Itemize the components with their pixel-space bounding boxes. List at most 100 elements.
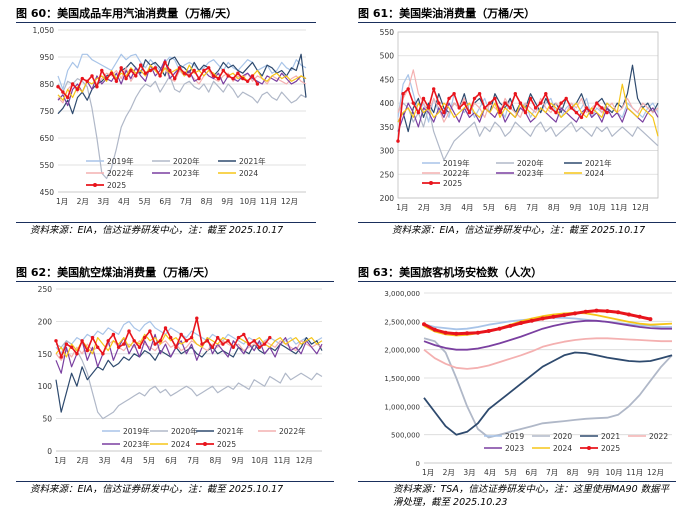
x-tick-label: 1月 xyxy=(54,456,66,465)
series-point-2025 xyxy=(101,352,105,356)
x-tick-label: 11月 xyxy=(626,468,643,477)
legend-label: 2022 xyxy=(649,432,668,441)
chart-gasoline: 450 550 650 750 850 950 1,050 1月 2月 3月 4月 5月 6月 7月 8月 9… xyxy=(33,26,307,206)
series-point-2025 xyxy=(584,106,589,110)
series-point-2025 xyxy=(590,110,594,115)
series-point-2025 xyxy=(187,74,191,78)
series-line-2020 xyxy=(423,337,673,439)
series-point-2025 xyxy=(111,332,116,337)
panel-title: 图 60：美国成品车用汽油消费量（万桶/天） xyxy=(16,7,238,20)
series-point-2025 xyxy=(153,66,157,70)
y-tick-label: 950 xyxy=(40,53,55,62)
series-point-2025 xyxy=(119,66,123,70)
x-tick-label: 2月 xyxy=(76,456,88,465)
series-point-2025 xyxy=(493,96,497,101)
series-point-2025 xyxy=(132,339,136,343)
series-point-2025 xyxy=(90,74,94,78)
x-tick-label: 9月 xyxy=(221,197,233,206)
series-point-2025 xyxy=(437,101,441,105)
source-note: 资料来源：TSA，信达证券研发中心，注：这里使用MA90 数据平 xyxy=(393,484,670,495)
series-point-2025 xyxy=(540,316,545,321)
series-point-2025 xyxy=(106,339,110,343)
legend-marker xyxy=(587,446,591,450)
series-point-2025 xyxy=(69,345,74,349)
series-point-2025 xyxy=(508,323,513,328)
x-tick-label: 6月 xyxy=(505,203,517,212)
y-tick-label: 200 xyxy=(380,194,395,203)
x-tick-label: 8月 xyxy=(548,203,560,212)
source-rule xyxy=(16,222,316,223)
series-point-2025 xyxy=(472,96,477,101)
series-point-2025 xyxy=(75,87,80,92)
y-tick-label: 3,000,000 xyxy=(384,290,420,298)
series-point-2025 xyxy=(116,345,121,349)
series-point-2025 xyxy=(236,335,241,340)
title-rule xyxy=(358,22,676,23)
series-point-2025 xyxy=(80,76,85,81)
y-tick-label: 150 xyxy=(38,350,53,359)
series-point-2025 xyxy=(80,339,84,343)
y-tick-label: 250 xyxy=(380,170,395,179)
series-point-2025 xyxy=(245,79,250,83)
legend-label: 2025 xyxy=(443,179,462,188)
series-point-2025 xyxy=(174,345,178,349)
legend-label: 2020年 xyxy=(173,156,200,166)
series-point-2025 xyxy=(594,308,599,313)
y-tick-label: 50 xyxy=(42,415,52,424)
y-tick-label: 0 xyxy=(416,460,420,468)
series-line-2019 xyxy=(57,53,307,90)
series-point-2025 xyxy=(177,66,182,70)
series-point-2025 xyxy=(475,330,480,335)
x-tick-label: 2月 xyxy=(77,197,89,206)
series-point-2025 xyxy=(148,329,152,333)
source-note: 滑处理，截至 2025.10.23 xyxy=(393,497,508,508)
series-line-2023 xyxy=(423,319,672,351)
series-point-2025 xyxy=(626,312,631,317)
series-point-2025 xyxy=(221,68,225,73)
series-point-2025 xyxy=(216,335,220,340)
x-tick-label: 1月 xyxy=(422,468,434,477)
series-point-2025 xyxy=(153,342,157,346)
series-point-2025 xyxy=(122,342,126,346)
legend-label: 2019年 xyxy=(123,426,150,436)
series-point-2025 xyxy=(257,345,262,349)
legend-label: 2022年 xyxy=(107,168,134,178)
series-point-2025 xyxy=(467,110,472,115)
legend-label: 2024 xyxy=(553,444,572,453)
series-point-2025 xyxy=(551,314,556,319)
x-tick-label: 6月 xyxy=(525,468,537,477)
y-tick-label: 550 xyxy=(40,161,55,170)
legend-label: 2019 xyxy=(505,432,524,441)
series-line-2023 xyxy=(55,333,323,374)
series-point-2025 xyxy=(595,101,599,105)
series-point-2025 xyxy=(559,101,563,105)
y-tick-label: 2,000,000 xyxy=(384,347,420,355)
series-point-2025 xyxy=(104,76,109,81)
source-note: 资料来源：EIA，信达证券研发中心，注：截至 2025.10.17 xyxy=(30,484,284,495)
x-tick-label: 5月 xyxy=(143,456,155,465)
series-point-2025 xyxy=(569,106,573,110)
series-point-2025 xyxy=(454,331,459,336)
x-tick-label: 8月 xyxy=(209,456,221,465)
series-point-2025 xyxy=(205,339,209,343)
series-line-2021 xyxy=(423,351,673,436)
x-tick-label: 3月 xyxy=(440,203,452,212)
series-line-2020 xyxy=(397,102,659,161)
series-point-2025 xyxy=(202,68,206,73)
legend-label: 2025 xyxy=(107,181,126,190)
legend-label: 2020年 xyxy=(171,426,198,436)
x-tick-label: 7月 xyxy=(546,468,558,477)
series-point-2025 xyxy=(226,339,230,343)
legend-label: 2021 xyxy=(601,432,620,441)
panel-title: 图 62：美国航空煤油消费量（万桶/天） xyxy=(16,266,216,279)
series-point-2025 xyxy=(426,106,431,110)
series-point-2025 xyxy=(216,76,221,81)
series-point-2025 xyxy=(518,101,523,105)
x-tick-label: 11月 xyxy=(274,456,291,465)
series-point-2025 xyxy=(529,318,534,323)
series-point-2025 xyxy=(539,101,543,105)
chart-jetfuel: 0 50 100 150 200 250 1月 2月 3月 4月 5月 6月 7月 8月 9月 10月 11月 1… xyxy=(38,285,323,465)
legend-label: 2025 xyxy=(601,444,620,453)
series-point-2025 xyxy=(483,106,487,110)
series-point-2025 xyxy=(56,85,60,89)
